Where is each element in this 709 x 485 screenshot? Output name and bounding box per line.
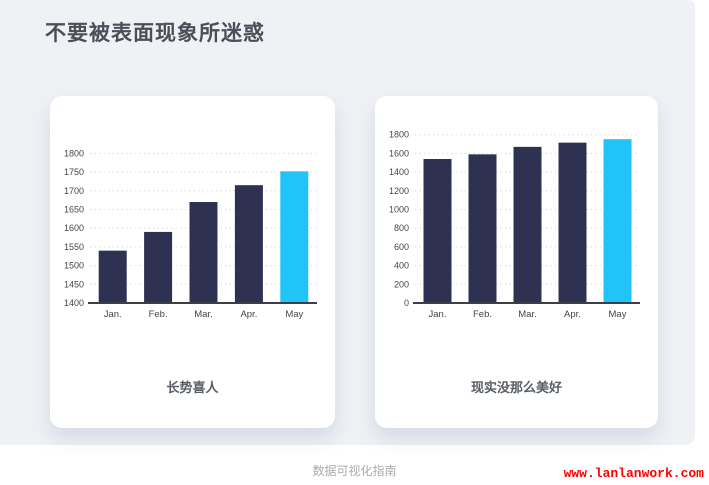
svg-text:Apr.: Apr. [564, 309, 581, 320]
slide-panel: 不要被表面现象所迷惑 1400 1450 1500 1550 1600 1650 1700 1… [0, 0, 695, 445]
chart-caption-left: 长势喜人 [166, 380, 219, 395]
footer-caption: 数据可视化指南 [312, 464, 397, 478]
svg-text:1200: 1200 [389, 186, 409, 196]
svg-text:600: 600 [394, 242, 409, 252]
svg-text:400: 400 [394, 261, 409, 271]
svg-text:May: May [285, 309, 303, 320]
svg-text:200: 200 [394, 279, 409, 289]
svg-text:0: 0 [404, 298, 409, 308]
svg-text:1750: 1750 [64, 167, 84, 177]
chart-card-right: 0 200 400 600 800 1000 1200 1400 1600 1800 Jan. Feb… [375, 96, 658, 428]
bar-chart-right: 0 200 400 600 800 1000 1200 1400 1600 1800 Jan. Feb… [389, 130, 640, 320]
svg-text:1800: 1800 [389, 130, 409, 140]
svg-text:Mar.: Mar. [518, 309, 536, 320]
svg-text:1600: 1600 [64, 223, 84, 233]
svg-text:1400: 1400 [389, 167, 409, 177]
svg-text:Jan.: Jan. [104, 309, 122, 320]
svg-text:1450: 1450 [64, 279, 84, 289]
svg-text:1650: 1650 [64, 205, 84, 215]
svg-text:1000: 1000 [389, 205, 409, 215]
svg-text:Mar.: Mar. [194, 309, 212, 320]
svg-text:Feb.: Feb. [149, 309, 168, 320]
footer-site-link[interactable]: www.lanlanwork.com [563, 466, 704, 481]
svg-text:1500: 1500 [64, 261, 84, 271]
svg-text:Jan.: Jan. [429, 309, 447, 320]
svg-text:Feb.: Feb. [473, 309, 492, 320]
svg-text:May: May [609, 309, 627, 320]
svg-text:1800: 1800 [64, 148, 84, 158]
chart-caption-right: 现实没那么美好 [470, 380, 562, 395]
svg-text:1700: 1700 [64, 186, 84, 196]
svg-text:Apr.: Apr. [240, 309, 257, 320]
svg-text:1600: 1600 [389, 148, 409, 158]
svg-text:1400: 1400 [64, 298, 84, 308]
page-title: 不要被表面现象所迷惑 [45, 22, 265, 45]
svg-text:1550: 1550 [64, 242, 84, 252]
chart-card-left: 1400 1450 1500 1550 1600 1650 1700 1750 1800 Jan.… [50, 96, 335, 428]
bar-chart-left: 1400 1450 1500 1550 1600 1650 1700 1750 1800 Jan.… [64, 148, 317, 320]
svg-text:800: 800 [394, 223, 409, 233]
